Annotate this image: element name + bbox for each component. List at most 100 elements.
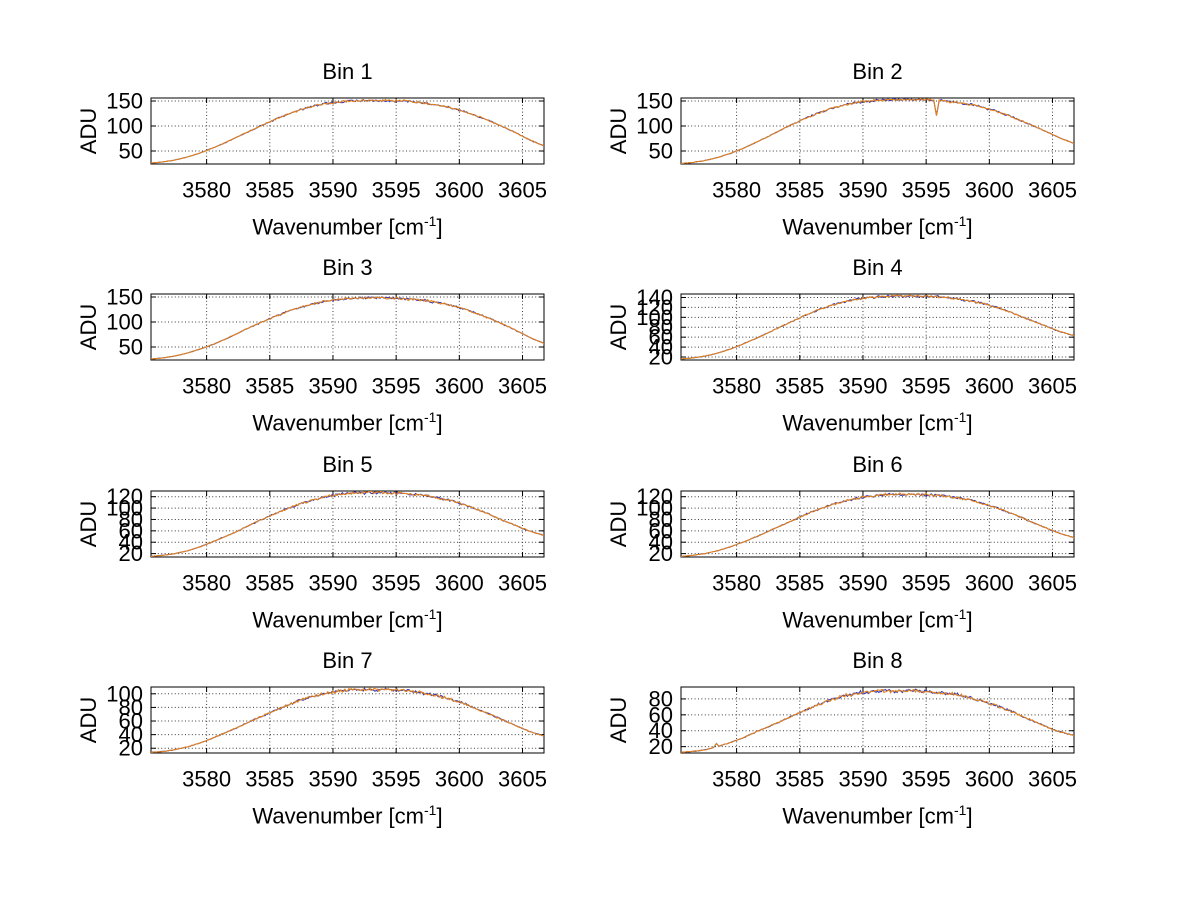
x-axis-label-exponent: -1 — [954, 802, 967, 818]
y-tick-label: 100 — [636, 305, 673, 330]
plot-title: Bin 3 — [322, 255, 373, 280]
x-tick-label: 3605 — [1028, 374, 1077, 399]
y-tick-label: 60 — [649, 518, 673, 543]
x-tick-label: 3580 — [182, 767, 231, 792]
y-tick-label: 100 — [106, 114, 143, 139]
y-tick-label: 60 — [649, 325, 673, 350]
x-tick-label: 3590 — [838, 767, 887, 792]
x-axis-label-bracket: ] — [436, 410, 443, 436]
x-tick-label: 3585 — [245, 767, 294, 792]
x-axis-label-text: Wavenumber [cm — [252, 410, 424, 436]
x-tick-label: 3600 — [965, 374, 1014, 399]
plot-title: Bin 6 — [852, 452, 903, 477]
y-tick-label: 60 — [119, 518, 143, 543]
series-underlay-line — [151, 687, 544, 753]
y-tick-label: 120 — [636, 295, 673, 320]
x-axis-label-exponent: -1 — [424, 802, 437, 818]
x-axis-label-text: Wavenumber [cm — [782, 214, 954, 240]
x-axis-label-bracket: ] — [436, 214, 443, 240]
y-tick-label: 50 — [119, 139, 143, 164]
plot-title: Bin 1 — [322, 59, 373, 84]
y-tick-label: 40 — [649, 335, 673, 360]
y-tick-label: 100 — [636, 114, 673, 139]
series-underlay-line — [151, 98, 544, 164]
x-tick-label: 3605 — [1028, 178, 1077, 203]
y-tick-label: 120 — [636, 484, 673, 509]
x-axis-label: Wavenumber [cm-1] — [681, 208, 1074, 240]
y-tick-label: 140 — [636, 285, 673, 310]
x-tick-label: 3600 — [435, 571, 484, 596]
x-tick-label: 3600 — [965, 571, 1014, 596]
x-tick-label: 3595 — [372, 767, 421, 792]
axes-box — [150, 490, 545, 558]
x-axis-label: Wavenumber [cm-1] — [151, 208, 544, 240]
x-tick-label: 3580 — [712, 178, 761, 203]
axes-box — [150, 97, 545, 165]
x-tick-label: 3605 — [1028, 767, 1077, 792]
x-tick-label: 3600 — [435, 767, 484, 792]
y-tick-label: 80 — [649, 315, 673, 340]
y-tick-label: 100 — [106, 496, 143, 521]
x-axis-label: Wavenumber [cm-1] — [151, 797, 544, 829]
x-tick-label: 3595 — [902, 571, 951, 596]
y-tick-label: 20 — [119, 541, 143, 566]
x-tick-label: 3590 — [308, 374, 357, 399]
y-tick-label: 60 — [649, 702, 673, 727]
x-axis-label-text: Wavenumber [cm — [252, 607, 424, 633]
y-tick-label: 80 — [649, 686, 673, 711]
x-tick-label: 3605 — [498, 178, 547, 203]
y-tick-label: 50 — [119, 335, 143, 360]
subplot-bin-6: Bin 6 ADU 3580 3585 3590 3595 3600 3605 20 40 60… — [530, 446, 1130, 646]
x-axis-label-bracket: ] — [966, 607, 973, 633]
x-tick-label: 3595 — [372, 571, 421, 596]
subplot-bin-4: Bin 4 ADU 3580 3585 3590 3595 3600 3605 20 40 60… — [530, 249, 1130, 449]
x-axis-label-text: Wavenumber [cm — [782, 803, 954, 829]
axes-box — [150, 686, 545, 754]
x-tick-label: 3585 — [775, 571, 824, 596]
series-underlay-line — [151, 296, 544, 360]
subplot-bin-1: Bin 1 ADU 3580 3585 3590 3595 3600 3605 50 100 1… — [0, 53, 600, 253]
plot-title: Bin 2 — [852, 59, 903, 84]
subplot-bin-2: Bin 2 ADU 3580 3585 3590 3595 3600 3605 50 100 1… — [530, 53, 1130, 253]
y-tick-label: 100 — [106, 310, 143, 335]
x-tick-label: 3585 — [775, 178, 824, 203]
x-axis-label-text: Wavenumber [cm — [782, 607, 954, 633]
y-tick-label: 20 — [649, 734, 673, 759]
x-axis-label-bracket: ] — [966, 214, 973, 240]
x-tick-label: 3580 — [712, 374, 761, 399]
x-axis-label-bracket: ] — [966, 803, 973, 829]
x-tick-label: 3590 — [838, 178, 887, 203]
x-tick-label: 3595 — [902, 178, 951, 203]
x-tick-label: 3600 — [965, 767, 1014, 792]
x-tick-label: 3585 — [775, 767, 824, 792]
series-overlay-line — [151, 491, 544, 557]
y-tick-label: 80 — [119, 695, 143, 720]
x-axis-label-exponent: -1 — [954, 606, 967, 622]
y-tick-label: 80 — [649, 507, 673, 532]
x-axis-label: Wavenumber [cm-1] — [681, 404, 1074, 436]
y-tick-label: 120 — [106, 484, 143, 509]
x-tick-label: 3600 — [435, 374, 484, 399]
subplot-bin-5: Bin 5 ADU 3580 3585 3590 3595 3600 3605 20 40 60… — [0, 446, 600, 646]
x-tick-label: 3585 — [245, 571, 294, 596]
x-tick-label: 3595 — [902, 767, 951, 792]
series-overlay-line — [681, 294, 1074, 360]
x-tick-label: 3580 — [182, 374, 231, 399]
y-tick-label: 40 — [119, 530, 143, 555]
x-axis-label-text: Wavenumber [cm — [782, 410, 954, 436]
axes-box — [680, 686, 1075, 754]
y-tick-label: 100 — [636, 496, 673, 521]
x-tick-label: 3595 — [372, 374, 421, 399]
x-axis-label-exponent: -1 — [954, 409, 967, 425]
x-tick-label: 3590 — [838, 374, 887, 399]
x-tick-label: 3595 — [372, 178, 421, 203]
x-tick-label: 3605 — [1028, 571, 1077, 596]
axes-box — [680, 97, 1075, 165]
y-tick-label: 150 — [106, 285, 143, 310]
x-axis-label-text: Wavenumber [cm — [252, 214, 424, 240]
y-tick-label: 150 — [636, 89, 673, 114]
